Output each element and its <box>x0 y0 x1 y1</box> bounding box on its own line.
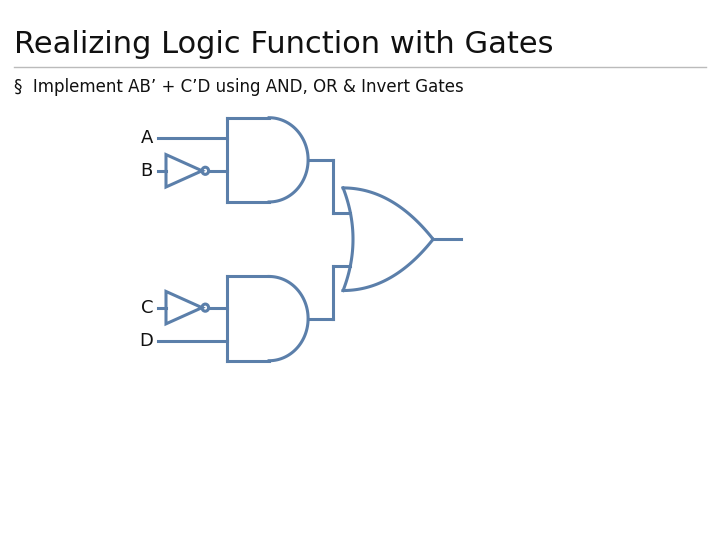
Text: Realizing Logic Function with Gates: Realizing Logic Function with Gates <box>14 30 554 59</box>
Text: C: C <box>140 299 153 316</box>
Text: A: A <box>140 129 153 147</box>
Text: B: B <box>140 162 153 180</box>
Text: Unit – 2 : Boolean Algebra and Mapping: Unit – 2 : Boolean Algebra and Mapping <box>14 512 263 525</box>
Text: D: D <box>139 332 153 349</box>
Text: §  Implement AB’ + C’D using AND, OR & Invert Gates: § Implement AB’ + C’D using AND, OR & In… <box>14 78 464 96</box>
Text: Darshan Institute of Engineering & Technology: Darshan Institute of Engineering & Techn… <box>414 512 706 525</box>
Text: 39: 39 <box>352 512 368 525</box>
